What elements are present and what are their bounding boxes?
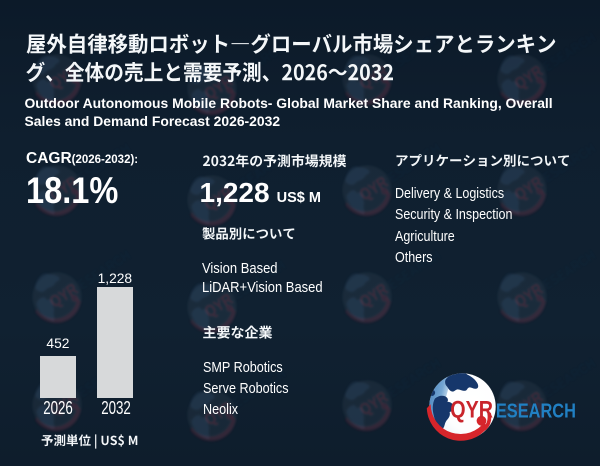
svg-text:QYR: QYR [450, 396, 493, 423]
svg-text:ESEARCH: ESEARCH [496, 399, 576, 422]
